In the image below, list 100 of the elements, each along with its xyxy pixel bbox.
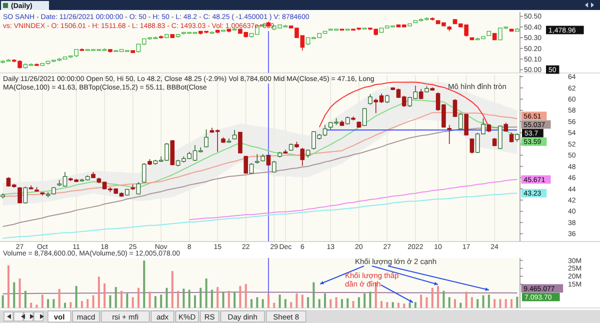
candlestick: [368, 94, 372, 106]
bar: [86, 299, 89, 308]
line-series: [2, 192, 518, 239]
bar: [301, 294, 304, 308]
bar: [166, 288, 168, 308]
bar: [210, 290, 213, 308]
candlestick: [136, 182, 141, 195]
candlestick: [509, 132, 514, 143]
bar: [262, 299, 264, 308]
bar: [335, 297, 338, 308]
bar: [386, 302, 388, 308]
bar: [104, 283, 106, 308]
bar: [426, 297, 428, 308]
candlestick: [452, 98, 458, 118]
bar: [494, 299, 496, 308]
bar: [470, 297, 473, 308]
bar: [52, 299, 55, 308]
bar: [154, 296, 156, 308]
bar: [114, 287, 117, 308]
bar: [346, 298, 349, 308]
bar: [2, 295, 4, 308]
bar: [120, 290, 123, 308]
bar: [454, 299, 456, 308]
line-series: [318, 82, 490, 128]
bar: [364, 293, 366, 308]
bar: [312, 282, 315, 308]
bar: [369, 292, 372, 308]
bar: [296, 293, 298, 308]
bar: [510, 299, 513, 308]
candlestick: [142, 162, 146, 184]
bar: [442, 290, 445, 308]
bar: [7, 265, 10, 308]
bar: [222, 292, 224, 308]
bar: [41, 294, 44, 308]
bar: [98, 276, 100, 308]
bar: [244, 284, 247, 308]
bar: [392, 302, 394, 308]
bar: [307, 297, 310, 308]
bar: [290, 302, 292, 308]
candlestick: [300, 148, 305, 166]
bar: [324, 293, 326, 308]
bar: [228, 290, 230, 308]
bar: [358, 297, 360, 308]
bar: [256, 297, 258, 308]
candlestick: [362, 108, 367, 126]
bar: [267, 294, 270, 308]
bar: [420, 294, 422, 308]
bar: [171, 271, 174, 308]
candlestick: [458, 112, 463, 130]
bar: [284, 299, 286, 308]
bar: [216, 287, 219, 308]
bar: [352, 301, 354, 308]
bar: [465, 292, 468, 308]
line-series: [188, 179, 518, 220]
line-series: [2, 112, 518, 198]
bar: [340, 299, 343, 308]
bar: [24, 290, 26, 308]
bar: [239, 286, 242, 308]
bar: [504, 299, 507, 308]
bar: [250, 299, 253, 308]
bar: [414, 302, 416, 308]
bar: [499, 299, 502, 308]
candlestick: [266, 154, 271, 166]
bar: [437, 286, 440, 308]
candlestick: [18, 186, 22, 204]
bar: [234, 292, 236, 308]
bar: [47, 299, 50, 308]
bar: [18, 278, 21, 308]
bar: [205, 278, 208, 308]
candlestick: [23, 186, 28, 204]
bar: [148, 292, 151, 308]
bar: [194, 295, 196, 308]
bar: [380, 301, 383, 308]
bar: [132, 297, 134, 308]
bar: [182, 288, 185, 308]
bar: [488, 294, 490, 308]
bar: [476, 299, 479, 308]
bar: [482, 295, 484, 308]
bar: [318, 299, 320, 308]
bar: [92, 295, 94, 308]
bar: [13, 282, 16, 308]
candlestick: [238, 132, 242, 154]
bar: [278, 294, 281, 308]
candlestick: [470, 138, 474, 154]
bar: [177, 290, 180, 308]
bar: [200, 288, 202, 308]
bar: [58, 288, 60, 308]
bar: [188, 290, 190, 308]
bar: [70, 302, 72, 308]
bar: [160, 294, 162, 308]
candlestick: [255, 154, 260, 164]
bar: [143, 260, 146, 308]
bar: [80, 301, 83, 308]
bar: [330, 299, 332, 308]
bar: [75, 286, 78, 308]
bar: [137, 288, 140, 308]
bar: [109, 295, 112, 308]
bar: [431, 288, 434, 308]
candlestick: [204, 129, 208, 148]
bar: [516, 296, 518, 308]
